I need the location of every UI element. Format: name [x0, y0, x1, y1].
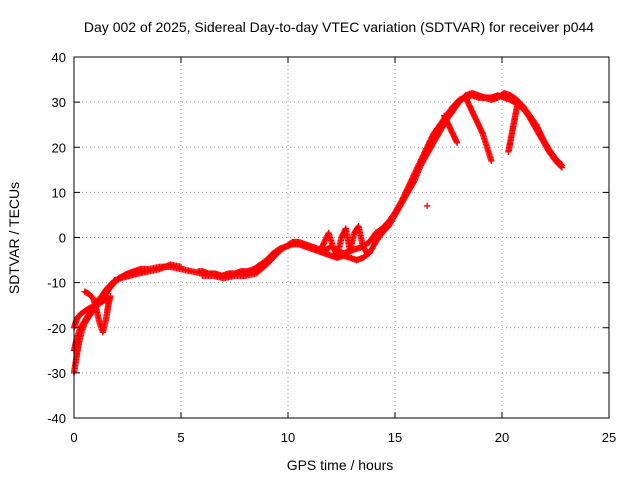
data-point	[488, 157, 495, 164]
series-sat-track-f	[194, 92, 566, 280]
data-point	[107, 292, 114, 300]
y-tick-label: 20	[52, 140, 66, 155]
y-axis-label: SDTVAR / TECUs	[6, 182, 22, 294]
series-sat-track-k	[423, 202, 431, 210]
series-sat-track-d	[81, 288, 114, 336]
x-tick-label: 15	[388, 430, 402, 445]
y-tick-label: -40	[47, 411, 66, 426]
series-sat-track-b	[70, 261, 185, 354]
series-sat-track-a	[70, 263, 206, 377]
x-tick-label: 0	[70, 430, 77, 445]
y-tick-label: 0	[59, 231, 66, 246]
grid-lines	[74, 57, 609, 418]
series-sat-track-j	[505, 103, 521, 155]
data-point-fill	[557, 163, 565, 170]
data-point	[423, 202, 431, 210]
x-axis-label: GPS time / hours	[287, 457, 394, 473]
chart-title: Day 002 of 2025, Sidereal Day-to-day VTE…	[84, 19, 594, 35]
data-point	[513, 103, 521, 110]
data-point-fill	[363, 248, 370, 256]
series-sat-track-h	[462, 94, 495, 164]
y-tick-label: 30	[52, 95, 66, 110]
data-points	[70, 89, 566, 377]
axis-ticks: 0 5 10 15 20 25 -40 -30 -20 -10 0 10 20 30 40	[47, 50, 616, 445]
series-sat-track-i	[441, 112, 461, 146]
y-tick-label: -30	[47, 366, 66, 381]
y-tick-label: 10	[52, 185, 66, 200]
x-tick-label: 25	[602, 430, 616, 445]
y-tick-label: -10	[47, 276, 66, 291]
data-point	[453, 139, 461, 146]
data-point	[363, 250, 371, 257]
series-sat-track-e	[199, 89, 566, 282]
y-tick-label: 40	[52, 50, 66, 65]
data-point	[558, 164, 566, 171]
x-tick-label: 5	[177, 430, 184, 445]
x-tick-label: 20	[495, 430, 509, 445]
data-point	[177, 263, 185, 271]
x-tick-label: 10	[281, 430, 295, 445]
series-sat-track-g	[316, 223, 371, 259]
y-tick-label: -20	[47, 321, 66, 336]
